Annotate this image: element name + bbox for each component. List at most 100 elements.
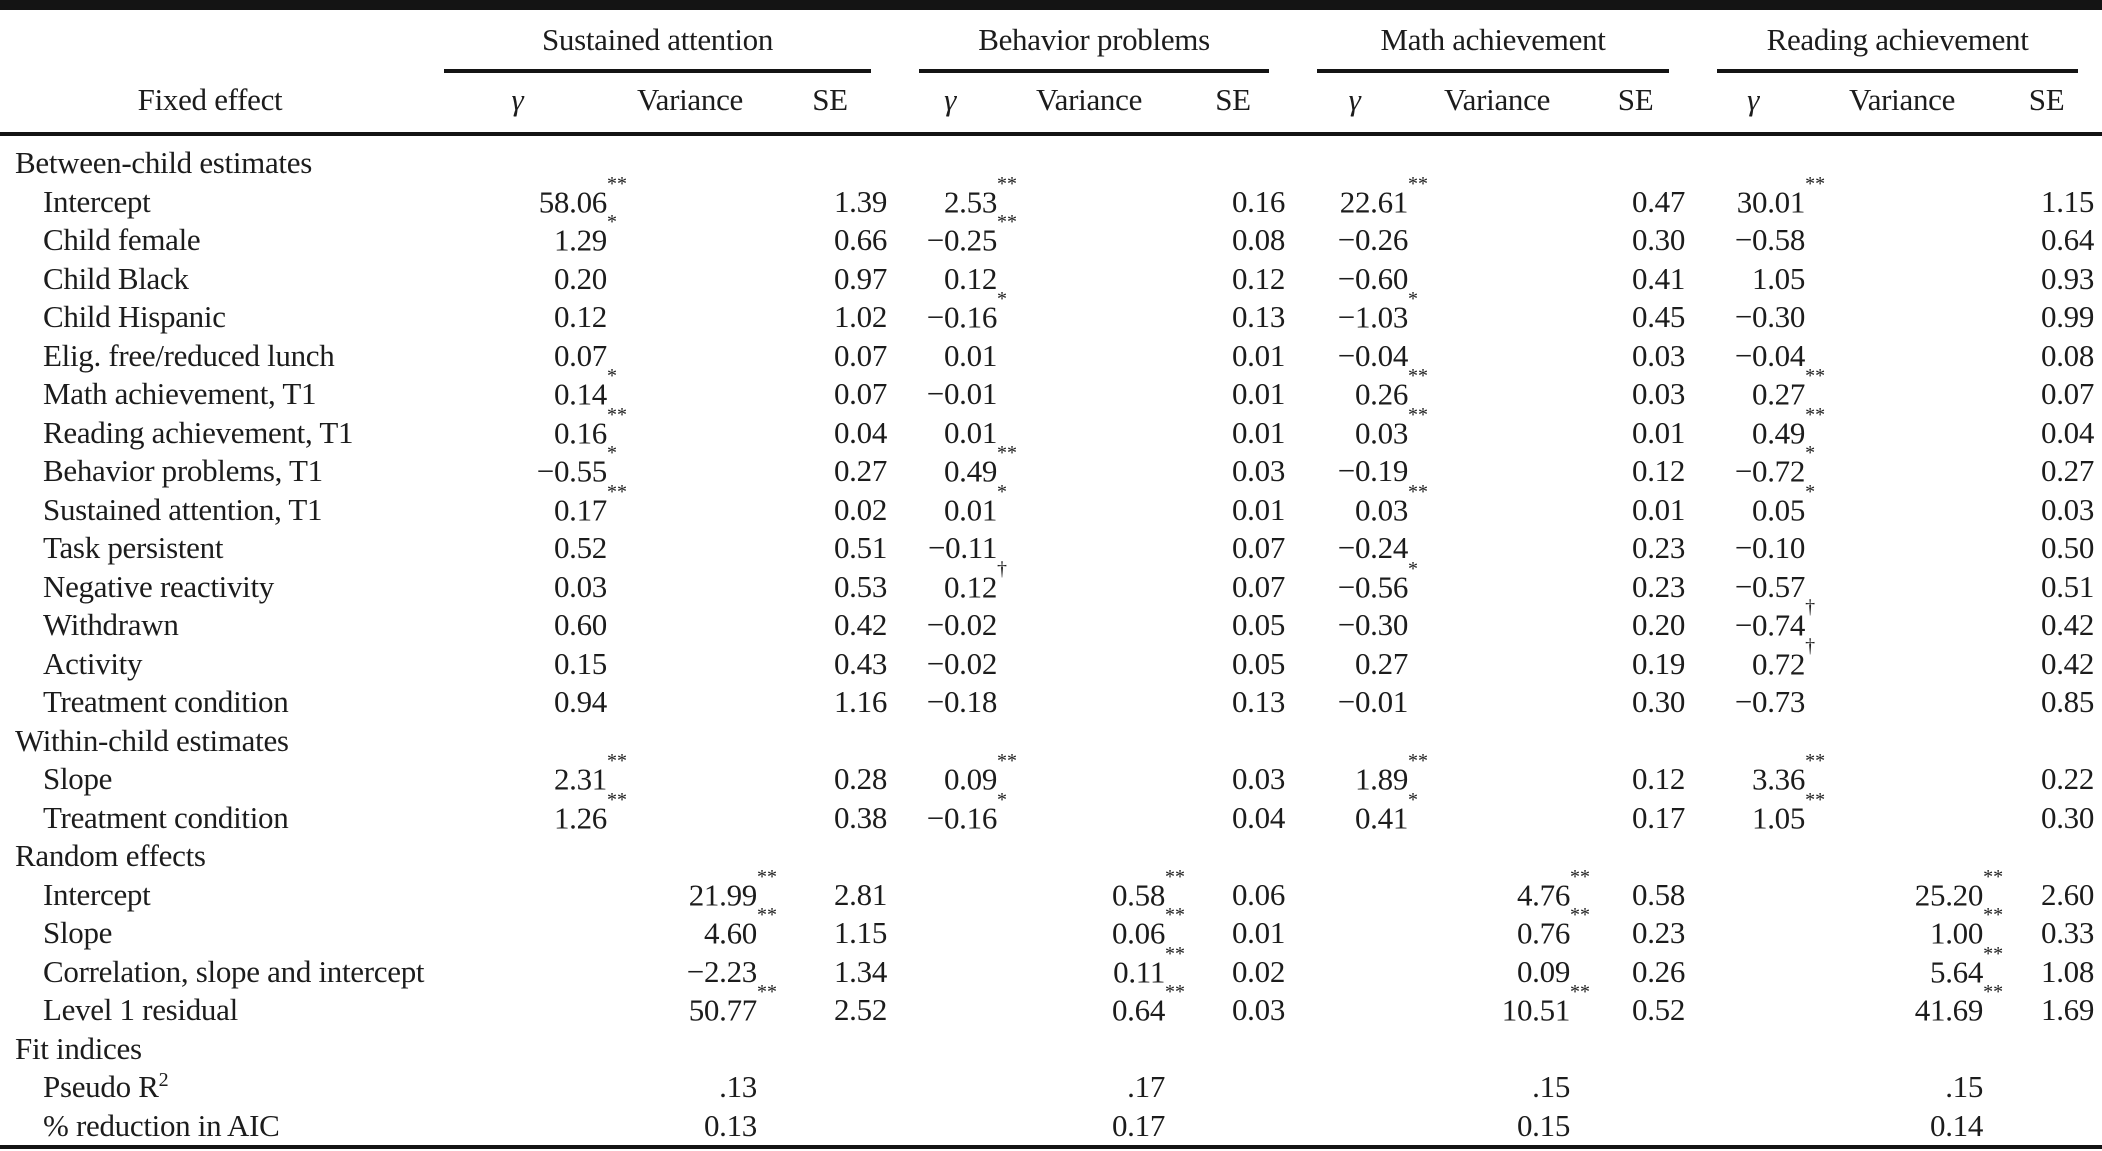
value-cell: −0.55* [536,442,617,489]
value-cell: 0.26 [1632,953,1686,989]
value-cell: 0.52 [553,530,607,566]
value-cell [1005,375,1173,414]
value-cell [420,953,615,992]
section-label: Fit indices [15,1030,142,1066]
row-label: % reduction in AIC [43,1107,280,1143]
value-cell: 0.97 [833,260,888,296]
value-cell [1005,722,1173,761]
value-cell [1416,375,1578,414]
value-cell [420,876,615,915]
value-cell: 0.07 [833,376,888,412]
value-cell: 0.03** [1354,480,1429,527]
value-cell [1293,1030,1416,1069]
col-header-gamma: γ [895,73,1006,136]
row-label: Child Hispanic [43,299,226,335]
table-row: Sustained attention, T1 0.17** 0.02 0.01* 0.… [0,480,2102,530]
value-cell [895,1068,1005,1107]
value-cell: −0.58 [1734,222,1806,258]
row-label: Task persistent [43,530,224,566]
row-label: Withdrawn [43,607,179,643]
table-row: Math achievement, T1 0.14* 0.07 −0.01 0.01 0.… [0,365,2102,414]
value-cell: 0.14 [1930,1107,1984,1143]
table-row: Level 1 residual 50.77** 2.52 0.64** 0.03 10.… [0,981,2102,1030]
value-cell: 0.12 [943,260,998,296]
row-label: Slope [43,761,113,797]
value-cell [1005,837,1173,876]
value-cell: 21.99** [688,865,777,912]
value-cell: 0.12 [553,299,607,335]
value-cell [765,1107,895,1148]
value-cell: 0.20 [553,260,607,296]
value-cell: 30.01** [1736,172,1826,219]
value-cell [615,837,765,876]
value-cell: 0.01 [943,414,998,450]
row-label: Slope [43,915,113,951]
value-cell [895,1107,1005,1148]
row-label: Correlation, slope and intercept [43,953,425,989]
value-cell: 0.01 [1632,491,1686,527]
value-cell: 0.33 [2041,915,2095,951]
value-cell: 0.64** [1111,981,1186,1028]
value-cell [1293,914,1416,953]
value-cell: −2.23 [686,953,758,989]
value-cell [1416,298,1578,337]
value-cell: 0.41 [1632,260,1686,296]
value-cell: 1.69 [2041,992,2095,1028]
value-cell [1416,260,1578,299]
value-cell: 1.02 [833,299,888,335]
value-cell [1293,1107,1416,1148]
value-cell [1991,837,2102,876]
value-cell: 0.03 [553,568,607,604]
value-cell [1813,452,1991,491]
value-cell: 1.89** [1354,750,1429,797]
value-cell: −0.04 [1734,337,1806,373]
value-cell: 0.01 [1632,414,1686,450]
value-cell [1813,799,1991,838]
value-cell [615,491,765,530]
value-cell: 0.93 [2041,260,2095,296]
value-cell: 2.52 [833,992,888,1028]
value-cell [1813,760,1991,799]
table-row: Slope 2.31** 0.28 0.09** 0.03 1.89** 0.12 3.36*… [0,750,2102,799]
value-cell: 0.03 [1231,992,1286,1028]
table-row: Intercept 58.06** 1.39 2.53** 0.16 22.61** 0.4… [0,172,2102,222]
table-header: Fixed effect Sustained attention Behavio… [0,5,2102,136]
value-cell [1293,876,1416,915]
value-cell: 2.60 [2041,876,2095,912]
value-cell [1005,337,1173,376]
value-cell [1005,260,1173,299]
col-header-se: SE [1173,73,1294,136]
value-cell: 0.08 [2041,337,2095,373]
value-cell [765,1030,895,1069]
value-cell [1813,1030,1991,1069]
value-cell [895,876,1005,915]
row-label: Elig. free/reduced lunch [43,337,335,373]
value-cell [1813,606,1991,645]
value-cell [1005,221,1173,260]
value-cell: −0.25** [926,211,1018,258]
value-cell: 0.03 [1632,376,1686,412]
value-cell: 10.51** [1501,981,1591,1028]
table-row: Child female 1.29* 0.66 −0.25** 0.08 −0.26 0.3… [0,211,2102,260]
value-cell [1293,1068,1416,1107]
row-label: Pseudo R2 [43,1069,169,1105]
section-row: Fit indices [0,1030,2102,1069]
value-cell: −0.04 [1337,337,1409,373]
value-cell: 0.30 [1632,222,1686,258]
value-cell: 0.03 [2041,491,2095,527]
value-cell: 0.42 [2041,645,2095,681]
value-cell [1005,799,1173,838]
value-cell [895,914,1005,953]
value-cell: 1.34 [833,953,888,989]
section-row: Within-child estimates [0,722,2102,761]
value-cell [420,134,615,183]
value-cell: −0.01 [926,376,998,412]
value-cell [1005,760,1173,799]
row-label: Intercept [43,183,151,219]
value-cell [1991,1107,2102,1148]
value-cell: 0.94 [553,684,607,720]
value-cell: 0.13 [703,1107,757,1143]
value-cell: 0.30 [1632,684,1686,720]
value-cell [420,722,615,761]
value-cell: 0.16** [553,403,627,450]
